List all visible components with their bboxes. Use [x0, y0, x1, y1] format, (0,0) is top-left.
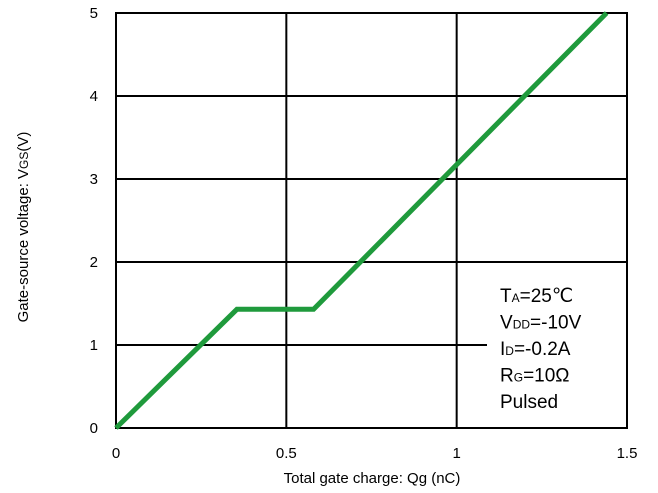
y-tick-label-2: 2 [90, 254, 98, 271]
y-axis-title-main: Gate-source voltage: V [15, 169, 32, 322]
x-axis-title: Total gate charge: Qg (nC) [284, 470, 461, 487]
condition-line-4: Pulsed [500, 392, 558, 413]
y-axis-title-sub: GS [17, 152, 31, 169]
y-tick-label-0: 0 [90, 420, 98, 437]
condition-line-1: VDD=-10V [500, 313, 582, 334]
x-tick-label-2: 1 [452, 445, 460, 462]
x-tick-label-3: 1.5 [617, 445, 638, 462]
condition-line-3: RG=10Ω [500, 366, 570, 387]
y-tick-label-1: 1 [90, 337, 98, 354]
x-tick-label-1: 0.5 [276, 445, 297, 462]
y-tick-label-5: 5 [90, 5, 98, 22]
y-axis-title: Gate-source voltage: VGS(V) [15, 132, 32, 323]
y-axis-title-unit: (V) [15, 132, 32, 152]
x-tick-label-0: 0 [112, 445, 120, 462]
test-conditions: TA=25℃ VDD=-10V ID=-0.2A RG=10Ω Pulsed [500, 286, 582, 413]
series-line-0 [114, 11, 609, 430]
x-tick-labels: 0 0.5 1 1.5 [112, 445, 638, 462]
condition-line-0: TA=25℃ [500, 286, 573, 307]
condition-line-2: ID=-0.2A [500, 339, 571, 360]
series-layer [114, 11, 609, 430]
y-tick-label-4: 4 [90, 88, 98, 105]
conditions-background [487, 268, 627, 428]
y-tick-label-3: 3 [90, 171, 98, 188]
plot-frame [115, 12, 628, 429]
y-tick-labels: 0 1 2 3 4 5 [90, 5, 98, 437]
